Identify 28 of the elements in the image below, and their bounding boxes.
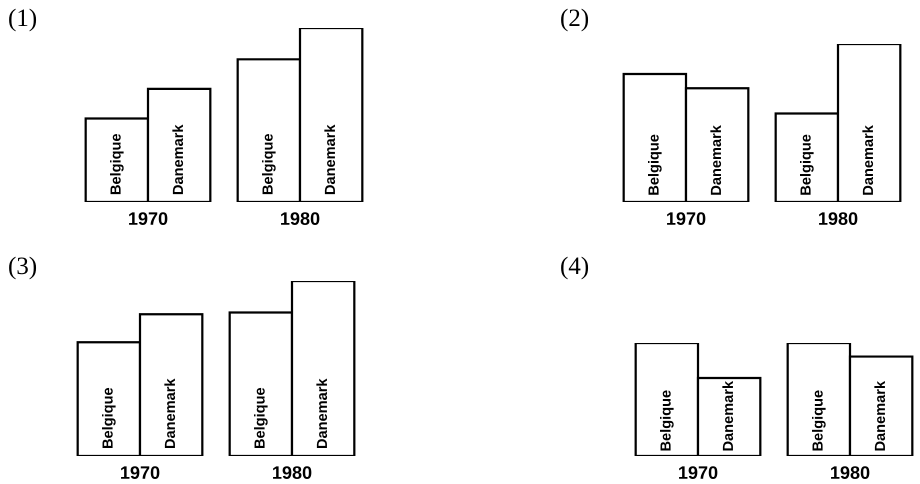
text: Danemark [324,124,336,194]
x-tick-label: 1980 [831,466,870,479]
text: Belgique [262,134,276,194]
x-tick-label: 1980 [819,212,858,225]
chart-title: (4) [561,256,588,280]
x-tick-label: 1970 [121,466,160,479]
text: Belgique [812,390,826,451]
chart-title: (2) [561,8,588,32]
series-label: Danemark [172,124,184,194]
text: Danemark [316,378,328,448]
x-tick-label: 1980 [273,466,312,479]
text: Belgique [254,388,268,448]
x-tick-label: 1970 [667,212,706,225]
series-label: Danemark [710,125,722,195]
series-label: Belgique [648,134,662,195]
series-label: Belgique [660,390,674,451]
x-tick-label: 1970 [679,466,718,479]
series-label: Belgique [110,134,124,194]
text: Danemark [862,125,874,195]
series-label: Danemark [164,378,176,448]
x-tick-label: 1980 [281,212,320,225]
x-tick-label: 1970 [129,212,168,225]
chart-title: (1) [9,8,36,32]
text: Belgique [800,134,814,195]
chart-title: (3) [9,256,36,280]
series-label: Danemark [722,380,734,451]
series-label: Belgique [102,388,116,448]
text: Danemark [874,380,886,451]
